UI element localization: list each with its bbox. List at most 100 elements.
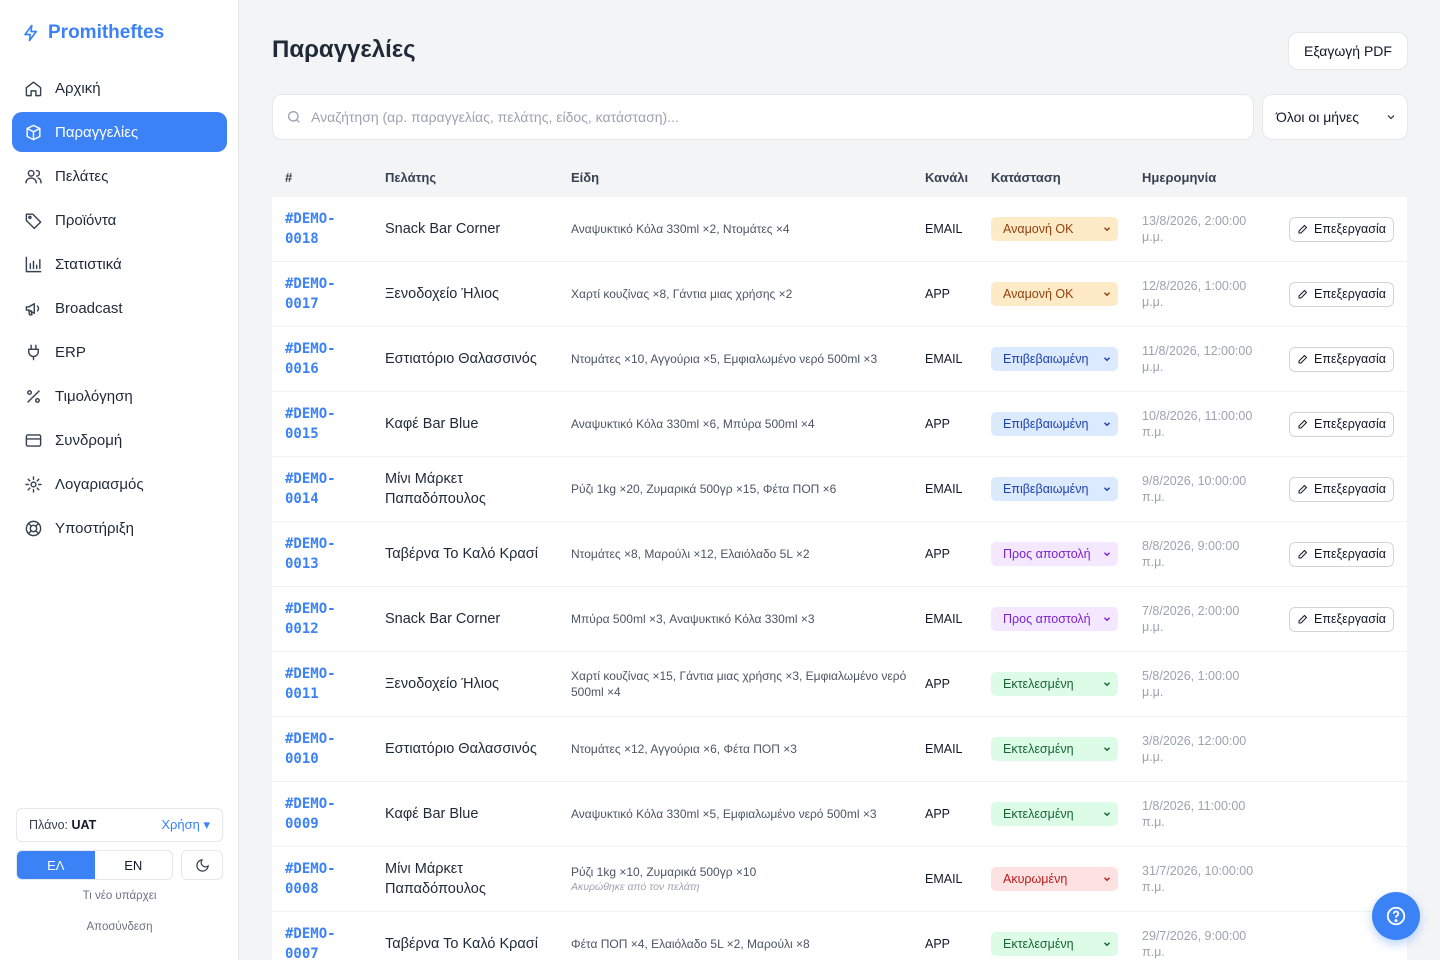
- status-value: Αναμονή ΟΚ: [1003, 222, 1074, 236]
- bar-chart-icon: [25, 256, 42, 272]
- status-select[interactable]: Εκτελεσμένη: [991, 932, 1118, 956]
- sidebar-item[interactable]: Λογαριασμός: [12, 464, 227, 504]
- status-cell: Επιβεβαιωμένη: [978, 477, 1129, 501]
- sidebar-item[interactable]: Συνδρομή: [12, 420, 227, 460]
- sidebar-item[interactable]: Broadcast: [12, 288, 227, 328]
- order-id-link[interactable]: #DEMO- 0017: [285, 274, 372, 314]
- time-period: μ.μ.: [1142, 295, 1164, 309]
- status-select[interactable]: Αναμονή ΟΚ: [991, 282, 1118, 306]
- items-list: Αναψυκτικό Κόλα 330ml ×2, Ντομάτες ×4: [571, 222, 790, 236]
- sidebar-item[interactable]: Πελάτες: [12, 156, 227, 196]
- sidebar-item-label: Αρχική: [55, 79, 101, 97]
- whats-new-link[interactable]: Τι νέο υπάρχει: [82, 890, 157, 902]
- table-header: # Πελάτης Είδη Κανάλι Κατάσταση Ημερομην…: [272, 158, 1407, 197]
- chevron-down-icon: [1103, 747, 1111, 752]
- status-select[interactable]: Επιβεβαιωμένη: [991, 477, 1118, 501]
- status-value: Εκτελεσμένη: [1003, 937, 1074, 951]
- date-cell: 7/8/2026, 2:00:00 μ.μ.: [1129, 603, 1276, 635]
- status-select[interactable]: Επιβεβαιωμένη: [991, 347, 1118, 371]
- items-cell: Φέτα ΠΟΠ ×4, Ελαιόλαδο 5L ×2, Μαρούλι ×8: [558, 936, 912, 952]
- edit-button[interactable]: Επεξεργασία: [1289, 476, 1394, 502]
- order-id-link[interactable]: #DEMO- 0016: [285, 339, 372, 379]
- edit-button[interactable]: Επεξεργασία: [1289, 411, 1394, 437]
- order-id-link[interactable]: #DEMO- 0012: [285, 599, 372, 639]
- pencil-icon: [1298, 549, 1308, 559]
- order-id-link[interactable]: #DEMO- 0015: [285, 404, 372, 444]
- items-text: Αναψυκτικό Κόλα 330ml ×5, Εμφιαλωμένο νε…: [571, 806, 912, 822]
- chevron-down-icon: [1103, 617, 1111, 622]
- date-cell: 13/8/2026, 2:00:00 μ.μ.: [1129, 213, 1276, 245]
- sidebar-item[interactable]: Υποστήριξη: [12, 508, 227, 548]
- chevron-down-icon: [1103, 357, 1111, 362]
- status-select[interactable]: Ακυρωμένη: [991, 867, 1118, 891]
- order-id-link[interactable]: #DEMO- 0010: [285, 729, 372, 769]
- status-value: Εκτελεσμένη: [1003, 742, 1074, 756]
- edit-button[interactable]: Επεξεργασία: [1289, 541, 1394, 567]
- status-select[interactable]: Επιβεβαιωμένη: [991, 412, 1118, 436]
- order-id-number: 0010: [285, 751, 319, 767]
- table-row: #DEMO- 0014 Μίνι Μάρκετ Παπαδόπουλος Ρύζι 1…: [272, 457, 1407, 522]
- channel-cell: EMAIL: [912, 480, 978, 498]
- status-cell: Προς αποστολή: [978, 607, 1129, 631]
- theme-toggle-button[interactable]: [181, 850, 223, 880]
- items-text: Ρύζι 1kg ×20, Ζυμαρικά 500γρ ×15, Φέτα Π…: [571, 481, 912, 497]
- order-id-link[interactable]: #DEMO- 0011: [285, 664, 372, 704]
- edit-button[interactable]: Επεξεργασία: [1289, 346, 1394, 372]
- order-id-link[interactable]: #DEMO- 0018: [285, 209, 372, 249]
- status-select[interactable]: Προς αποστολή: [991, 542, 1118, 566]
- sidebar-item[interactable]: ERP: [12, 332, 227, 372]
- customer-name: Ταβέρνα Το Καλό Κρασί: [385, 936, 538, 952]
- order-id-link[interactable]: #DEMO- 0014: [285, 469, 372, 509]
- status-select[interactable]: Αναμονή ΟΚ: [991, 217, 1118, 241]
- help-button[interactable]: [1372, 892, 1420, 940]
- order-id-number: 0008: [285, 881, 319, 897]
- logout-link[interactable]: Αποσύνδεση: [86, 921, 153, 933]
- sidebar-item[interactable]: Στατιστικά: [12, 244, 227, 284]
- status-select[interactable]: Εκτελεσμένη: [991, 672, 1118, 696]
- month-filter-select[interactable]: Όλοι οι μήνες: [1262, 94, 1408, 140]
- date-line: 9/8/2026, 10:00:00: [1142, 474, 1247, 488]
- sidebar-item[interactable]: Προϊόντα: [12, 200, 227, 240]
- date-line: 3/8/2026, 12:00:00: [1142, 734, 1247, 748]
- status-cell: Εκτελεσμένη: [978, 802, 1129, 826]
- sidebar-item[interactable]: Τιμολόγηση: [12, 376, 227, 416]
- search-input[interactable]: [311, 109, 1211, 125]
- chevron-down-icon: [1387, 115, 1395, 120]
- items-text: Ντομάτες ×8, Μαρούλι ×12, Ελαιόλαδο 5L ×…: [571, 546, 912, 562]
- time-period: π.μ.: [1142, 945, 1165, 959]
- order-id-link[interactable]: #DEMO- 0013: [285, 534, 372, 574]
- status-select[interactable]: Εκτελεσμένη: [991, 802, 1118, 826]
- table-row: #DEMO- 0012 Snack Bar Corner Μπύρα 500ml ×3…: [272, 587, 1407, 652]
- chevron-down-icon: [1103, 682, 1111, 687]
- edit-button[interactable]: Επεξεργασία: [1289, 606, 1394, 632]
- order-id-link[interactable]: #DEMO- 0008: [285, 859, 372, 899]
- chevron-down-icon: [1103, 487, 1111, 492]
- order-date: 9/8/2026, 10:00:00 π.μ.: [1142, 473, 1276, 505]
- items-text: Αναψυκτικό Κόλα 330ml ×2, Ντομάτες ×4: [571, 221, 912, 237]
- brand[interactable]: Promitheftes: [22, 22, 164, 44]
- lang-el-button[interactable]: ΕΛ: [17, 851, 95, 879]
- lifebuoy-icon: [25, 520, 42, 536]
- order-id-number: 0011: [285, 686, 319, 702]
- export-pdf-button[interactable]: Εξαγωγή PDF: [1288, 32, 1408, 70]
- status-select[interactable]: Εκτελεσμένη: [991, 737, 1118, 761]
- sidebar-item[interactable]: Παραγγελίες: [12, 112, 227, 152]
- plan-info: Πλάνο: UAT: [29, 818, 96, 832]
- sidebar-item[interactable]: Αρχική: [12, 68, 227, 108]
- channel-label: EMAIL: [925, 482, 963, 496]
- sidebar-item-label: Παραγγελίες: [55, 123, 139, 141]
- status-value: Επιβεβαιωμένη: [1003, 352, 1089, 366]
- plan-value: UAT: [71, 818, 97, 832]
- column-header-date: Ημερομηνία: [1142, 170, 1217, 185]
- status-select[interactable]: Προς αποστολή: [991, 607, 1118, 631]
- usage-link[interactable]: Χρήση ▾: [161, 817, 210, 832]
- order-id-link[interactable]: #DEMO- 0009: [285, 794, 372, 834]
- order-id-prefix: #DEMO-: [285, 796, 336, 812]
- order-id-link[interactable]: #DEMO- 0007: [285, 924, 372, 960]
- date-cell: 5/8/2026, 1:00:00 μ.μ.: [1129, 668, 1276, 700]
- lang-en-button[interactable]: EN: [124, 857, 143, 873]
- edit-button[interactable]: Επεξεργασία: [1289, 216, 1394, 242]
- megaphone-icon: [25, 302, 40, 316]
- sidebar-item-label: Broadcast: [55, 299, 123, 317]
- edit-button[interactable]: Επεξεργασία: [1289, 281, 1394, 307]
